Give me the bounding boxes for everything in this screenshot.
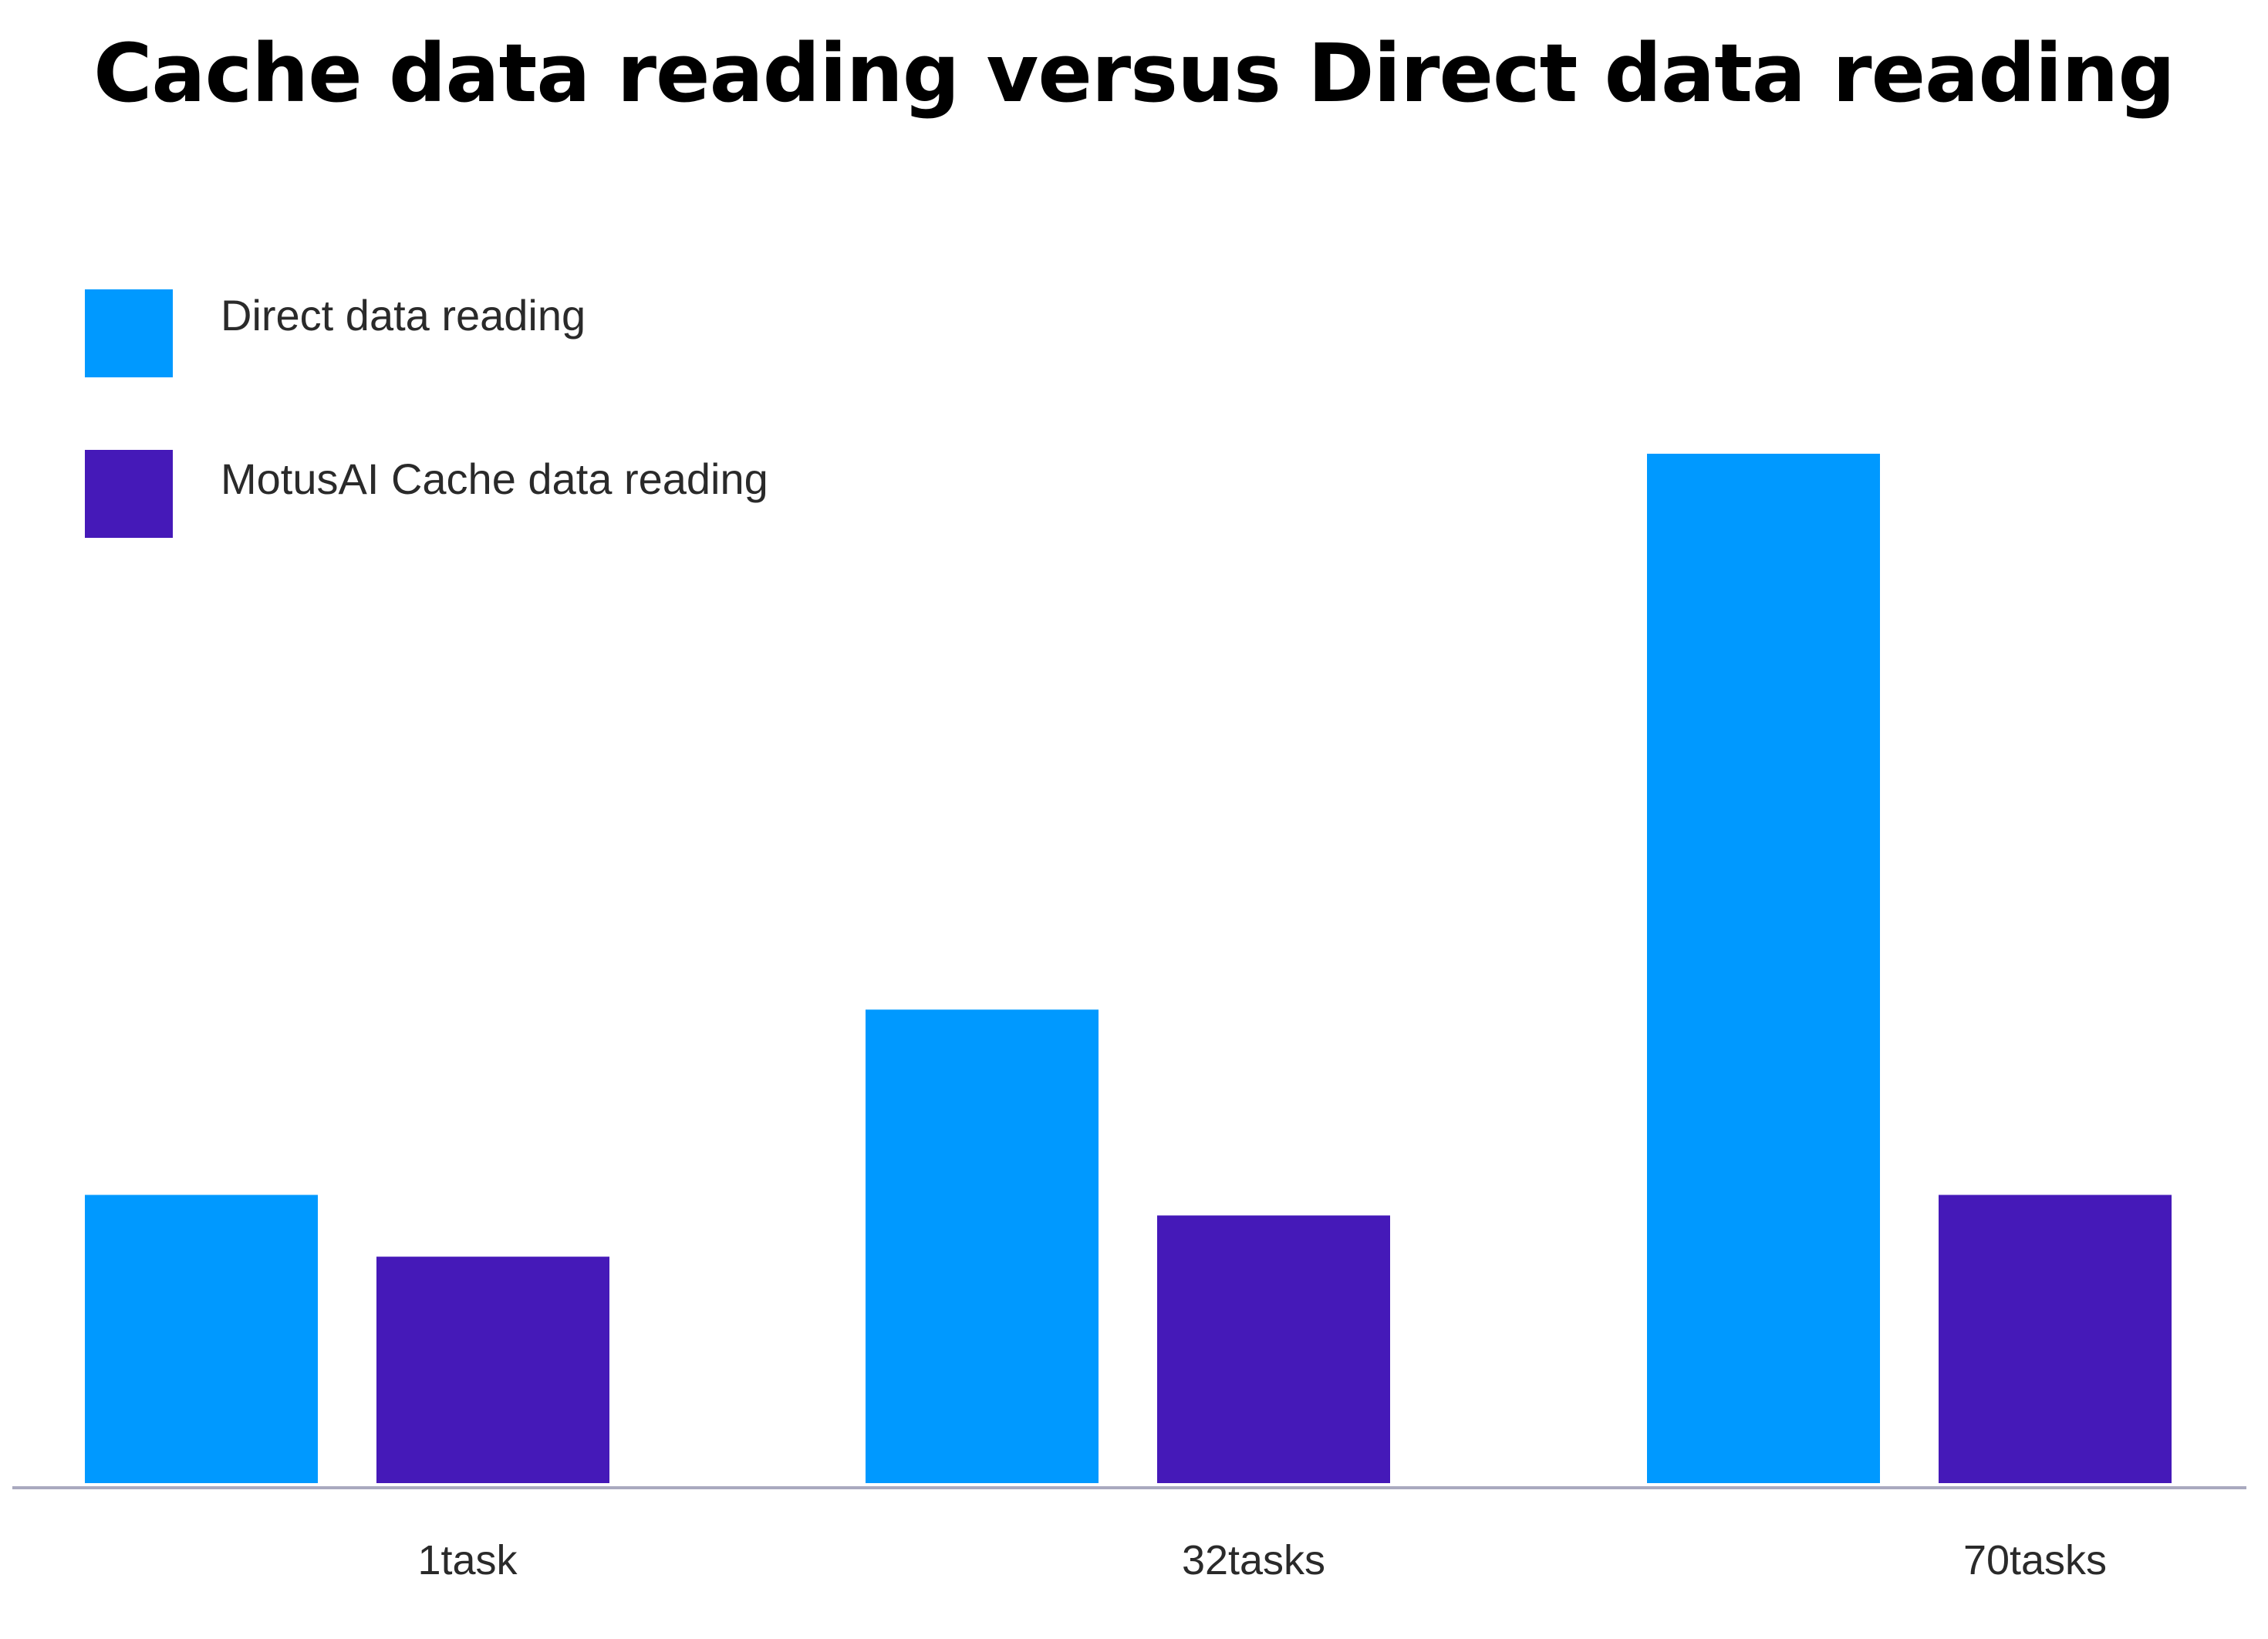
- bars: [85, 454, 2172, 1483]
- legend-label-1: Direct data reading: [221, 291, 586, 340]
- legend: Direct data reading MotusAI Cache data re…: [85, 289, 768, 538]
- bar-1-1task: [85, 1195, 318, 1483]
- bar-2-70tasks: [1939, 1195, 2172, 1483]
- bar-1-70tasks: [1647, 454, 1880, 1483]
- legend-swatch-1: [85, 289, 173, 377]
- chart-title: Cache data reading versus Direct data re…: [93, 26, 2175, 120]
- x-tick-label-1: 1task: [417, 1537, 518, 1583]
- legend-swatch-2: [85, 450, 173, 538]
- bar-2-32tasks: [1157, 1215, 1390, 1483]
- bar-2-1task: [376, 1256, 609, 1483]
- x-axis: 1task 32tasks 70tasks: [12, 1486, 2246, 1583]
- x-tick-label-2: 32tasks: [1182, 1537, 1325, 1583]
- bar-1-32tasks: [866, 1009, 1099, 1483]
- x-tick-label-3: 70tasks: [1963, 1537, 2107, 1583]
- legend-label-2: MotusAI Cache data reading: [221, 455, 768, 503]
